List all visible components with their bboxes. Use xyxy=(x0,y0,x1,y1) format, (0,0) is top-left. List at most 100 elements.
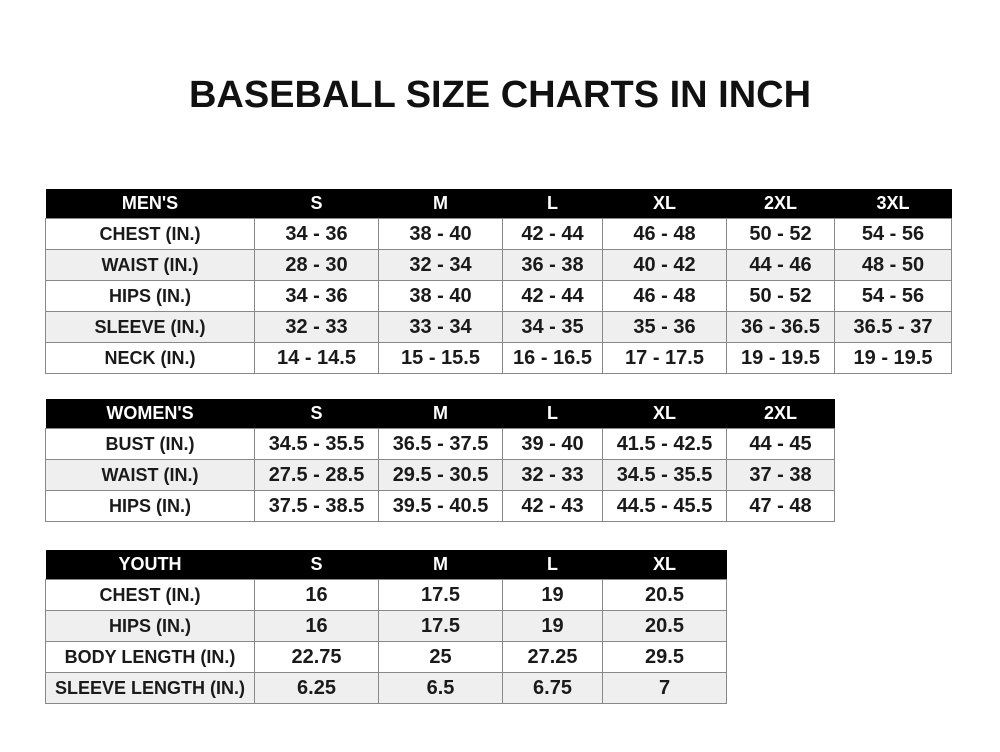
size-value: 29.5 xyxy=(602,641,727,673)
size-header: M xyxy=(378,189,503,219)
size-value: 47 - 48 xyxy=(726,490,835,522)
size-value: 32 - 33 xyxy=(254,311,379,343)
size-value: 32 - 34 xyxy=(378,249,503,281)
size-value: 14 - 14.5 xyxy=(254,342,379,374)
size-header: M xyxy=(378,550,503,580)
size-value: 16 xyxy=(254,610,379,642)
size-value: 25 xyxy=(378,641,503,673)
size-value: 34.5 - 35.5 xyxy=(602,459,727,491)
size-value: 7 xyxy=(602,672,727,704)
size-header: XL xyxy=(602,399,727,429)
measurement-label: HIPS (IN.) xyxy=(45,490,255,522)
size-value: 42 - 44 xyxy=(502,280,603,312)
header-row: YOUTH S M L XL xyxy=(45,550,727,580)
measurement-label: HIPS (IN.) xyxy=(45,280,255,312)
size-value: 17.5 xyxy=(378,610,503,642)
table-row: CHEST (IN.) 16 17.5 19 20.5 xyxy=(45,579,727,611)
size-value: 36 - 38 xyxy=(502,249,603,281)
size-value: 17 - 17.5 xyxy=(602,342,727,374)
size-value: 6.5 xyxy=(378,672,503,704)
measurement-label: SLEEVE (IN.) xyxy=(45,311,255,343)
size-value: 36.5 - 37.5 xyxy=(378,428,503,460)
size-value: 19 xyxy=(502,610,603,642)
size-header: L xyxy=(502,189,603,219)
table-row: HIPS (IN.) 16 17.5 19 20.5 xyxy=(45,610,727,642)
table-row: WAIST (IN.) 28 - 30 32 - 34 36 - 38 40 - 42 4… xyxy=(45,249,952,281)
measurement-label: CHEST (IN.) xyxy=(45,579,255,611)
table-row: BUST (IN.) 34.5 - 35.5 36.5 - 37.5 39 - 40 4… xyxy=(45,428,835,460)
size-header: S xyxy=(254,399,379,429)
table-row: BODY LENGTH (IN.) 22.75 25 27.25 29.5 xyxy=(45,641,727,673)
size-value: 27.25 xyxy=(502,641,603,673)
size-value: 50 - 52 xyxy=(726,218,835,250)
size-value: 19 xyxy=(502,579,603,611)
size-value: 42 - 44 xyxy=(502,218,603,250)
size-value: 34 - 36 xyxy=(254,218,379,250)
header-row: WOMEN'S S M L XL 2XL xyxy=(45,399,835,429)
size-value: 42 - 43 xyxy=(502,490,603,522)
size-value: 22.75 xyxy=(254,641,379,673)
size-value: 20.5 xyxy=(602,610,727,642)
size-value: 54 - 56 xyxy=(834,218,952,250)
measurement-label: SLEEVE LENGTH (IN.) xyxy=(45,672,255,704)
size-value: 34 - 36 xyxy=(254,280,379,312)
size-value: 38 - 40 xyxy=(378,280,503,312)
size-header: XL xyxy=(602,550,727,580)
size-value: 35 - 36 xyxy=(602,311,727,343)
size-value: 6.75 xyxy=(502,672,603,704)
size-value: 39 - 40 xyxy=(502,428,603,460)
size-header: 3XL xyxy=(834,189,952,219)
size-value: 6.25 xyxy=(254,672,379,704)
size-value: 36 - 36.5 xyxy=(726,311,835,343)
youth-size-table: YOUTH S M L XL CHEST (IN.) 16 17.5 19 20.5 HIPS (I… xyxy=(45,550,727,704)
size-value: 46 - 48 xyxy=(602,218,727,250)
table-row: NECK (IN.) 14 - 14.5 15 - 15.5 16 - 16.5 17 … xyxy=(45,342,952,374)
table-row: HIPS (IN.) 37.5 - 38.5 39.5 - 40.5 42 - 43 4… xyxy=(45,490,835,522)
mens-size-table: MEN'S S M L XL 2XL 3XL CHEST (IN.) 34 - 36 38 - 4… xyxy=(45,189,952,374)
table-row: SLEEVE (IN.) 32 - 33 33 - 34 34 - 35 35 - 36… xyxy=(45,311,952,343)
measurement-label: WAIST (IN.) xyxy=(45,459,255,491)
size-header: 2XL xyxy=(726,189,835,219)
measurement-label: NECK (IN.) xyxy=(45,342,255,374)
size-value: 19 - 19.5 xyxy=(834,342,952,374)
table-row: HIPS (IN.) 34 - 36 38 - 40 42 - 44 46 - 48 50… xyxy=(45,280,952,312)
size-value: 36.5 - 37 xyxy=(834,311,952,343)
size-header: L xyxy=(502,399,603,429)
category-header: MEN'S xyxy=(45,189,255,219)
page-title: BASEBALL SIZE CHARTS IN INCH xyxy=(188,74,812,116)
size-value: 38 - 40 xyxy=(378,218,503,250)
size-value: 50 - 52 xyxy=(726,280,835,312)
size-value: 34.5 - 35.5 xyxy=(254,428,379,460)
measurement-label: WAIST (IN.) xyxy=(45,249,255,281)
table-row: CHEST (IN.) 34 - 36 38 - 40 42 - 44 46 - 48 5… xyxy=(45,218,952,250)
size-value: 44.5 - 45.5 xyxy=(602,490,727,522)
category-header: YOUTH xyxy=(45,550,255,580)
size-value: 39.5 - 40.5 xyxy=(378,490,503,522)
size-value: 44 - 46 xyxy=(726,249,835,281)
size-header: M xyxy=(378,399,503,429)
size-value: 20.5 xyxy=(602,579,727,611)
size-header: L xyxy=(502,550,603,580)
size-value: 16 xyxy=(254,579,379,611)
size-value: 41.5 - 42.5 xyxy=(602,428,727,460)
measurement-label: BUST (IN.) xyxy=(45,428,255,460)
size-value: 44 - 45 xyxy=(726,428,835,460)
size-value: 37 - 38 xyxy=(726,459,835,491)
size-value: 33 - 34 xyxy=(378,311,503,343)
size-value: 19 - 19.5 xyxy=(726,342,835,374)
header-row: MEN'S S M L XL 2XL 3XL xyxy=(45,189,952,219)
measurement-label: HIPS (IN.) xyxy=(45,610,255,642)
size-header: S xyxy=(254,550,379,580)
table-row: WAIST (IN.) 27.5 - 28.5 29.5 - 30.5 32 - 33… xyxy=(45,459,835,491)
size-value: 15 - 15.5 xyxy=(378,342,503,374)
size-value: 40 - 42 xyxy=(602,249,727,281)
measurement-label: CHEST (IN.) xyxy=(45,218,255,250)
womens-size-table: WOMEN'S S M L XL 2XL BUST (IN.) 34.5 - 35.5 36.5… xyxy=(45,399,835,522)
size-value: 32 - 33 xyxy=(502,459,603,491)
size-value: 37.5 - 38.5 xyxy=(254,490,379,522)
size-header: XL xyxy=(602,189,727,219)
size-value: 17.5 xyxy=(378,579,503,611)
size-value: 54 - 56 xyxy=(834,280,952,312)
size-value: 28 - 30 xyxy=(254,249,379,281)
size-value: 34 - 35 xyxy=(502,311,603,343)
